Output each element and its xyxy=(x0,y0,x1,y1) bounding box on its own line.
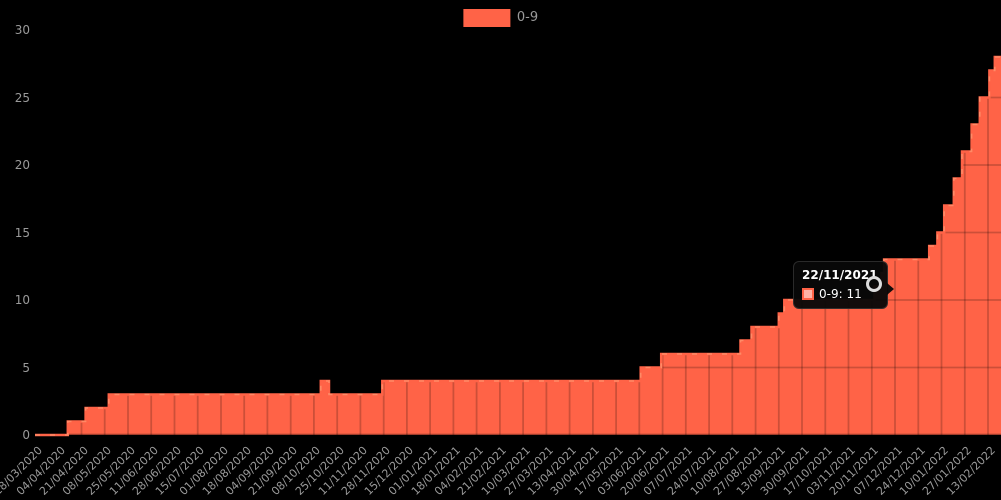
legend-item[interactable]: 0-9 xyxy=(462,9,539,27)
tooltip-date: 22/11/2021 xyxy=(802,268,878,282)
legend-label: 0-9 xyxy=(516,10,539,25)
hover-point-ring-icon xyxy=(866,276,882,292)
y-tick-label: 15 xyxy=(14,225,30,240)
legend-swatch xyxy=(462,9,510,27)
tooltip-series-swatch xyxy=(802,288,814,300)
area-fill xyxy=(35,57,1001,435)
y-tick-label: 20 xyxy=(14,158,30,172)
tooltip-caret-icon xyxy=(886,283,894,295)
y-tick-label: 5 xyxy=(22,360,30,375)
y-tick-label: 0 xyxy=(22,428,30,442)
tooltip-value: 0-9: 11 xyxy=(819,287,862,301)
tooltip-row: 0-9: 11 xyxy=(802,287,878,301)
y-tick-label: 30 xyxy=(14,23,30,37)
y-tick-label: 10 xyxy=(14,293,30,307)
y-tick-label: 25 xyxy=(14,90,30,105)
area-dashed-border xyxy=(35,56,1001,436)
